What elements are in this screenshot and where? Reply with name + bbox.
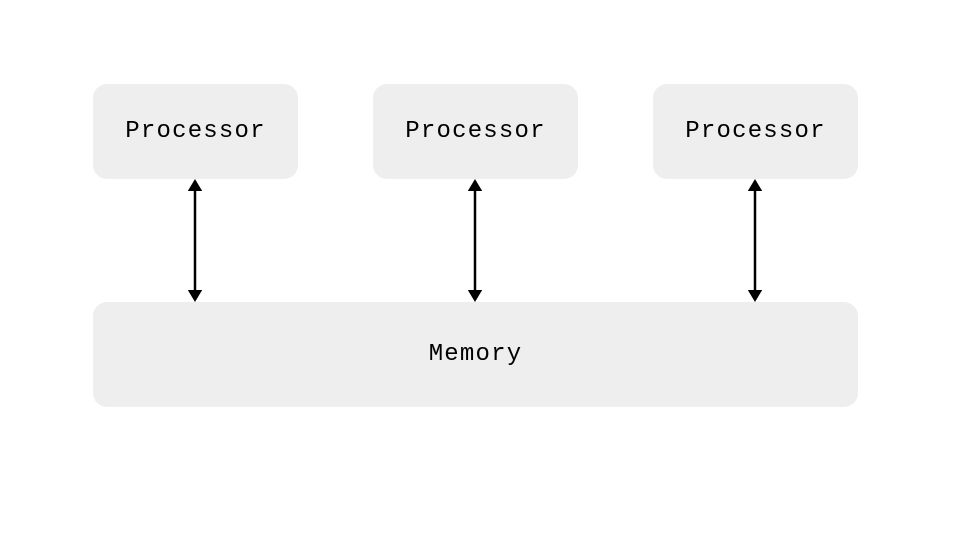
processor-node-1-label: Processor [125,118,265,145]
edge-p3-mem [735,179,775,302]
processor-node-3-label: Processor [685,118,825,145]
memory-node-label: Memory [429,341,523,368]
memory-node: Memory [93,302,858,407]
processor-node-1: Processor [93,84,298,179]
edge-p1-mem [175,179,215,302]
processor-node-3: Processor [653,84,858,179]
processor-node-2: Processor [373,84,578,179]
processor-node-2-label: Processor [405,118,545,145]
edge-p2-mem [455,179,495,302]
